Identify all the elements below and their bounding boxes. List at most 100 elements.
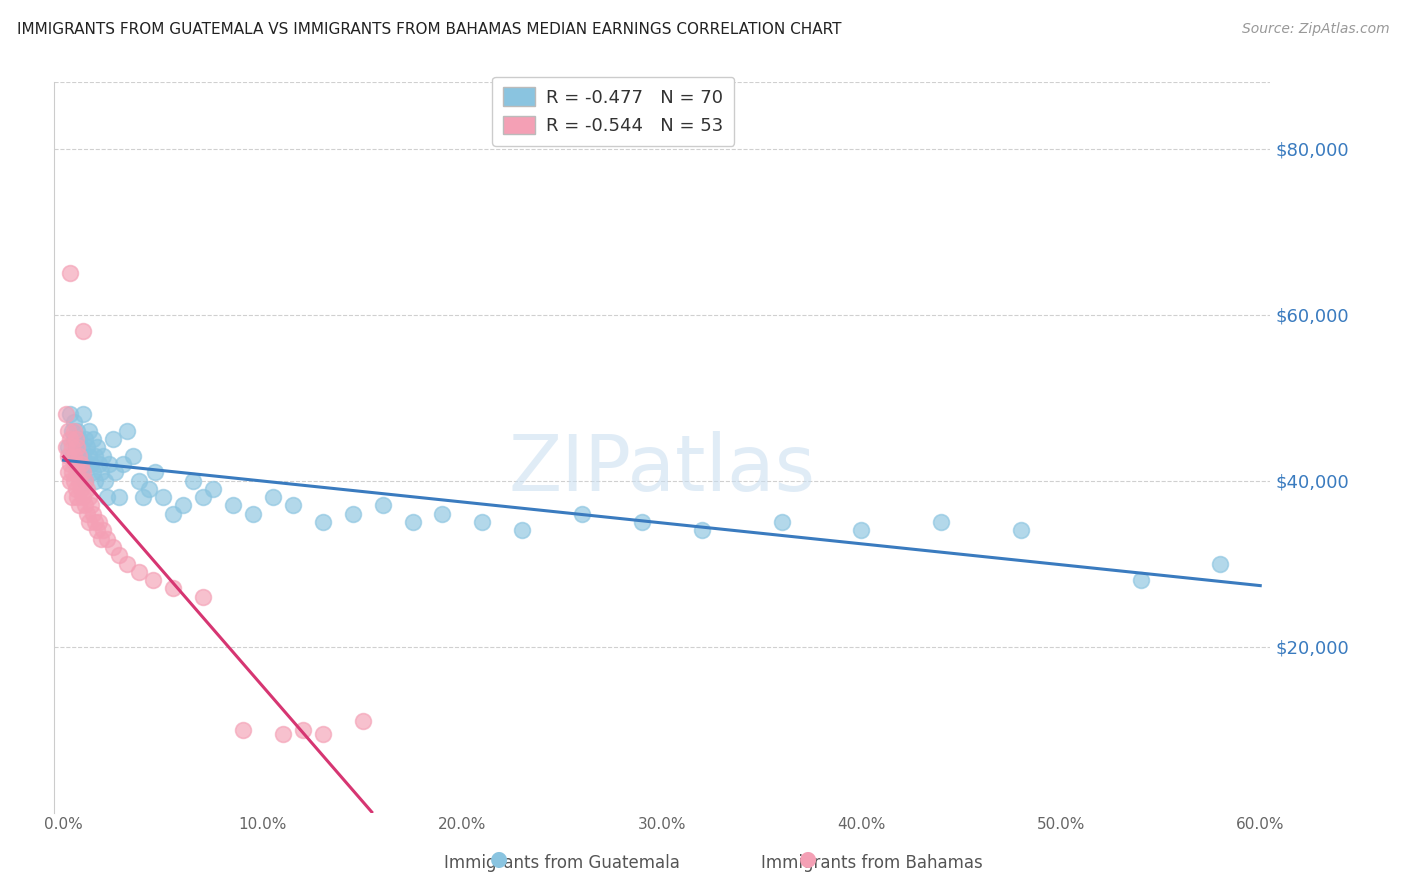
Point [117,424,139,438]
Point [222,499,245,513]
Point [66,449,89,463]
Point [55,407,77,421]
Point [128,565,150,579]
Point [104,465,127,479]
Point [108,490,131,504]
Point [65,457,87,471]
Point [162,507,184,521]
Point [79,449,101,463]
Point [108,548,131,562]
Point [56,424,79,438]
Point [112,457,135,471]
Point [79,490,101,504]
Point [82,432,104,446]
Point [93,449,115,463]
Point [132,490,155,504]
Point [66,424,89,438]
Point [70,457,93,471]
Point [66,441,89,455]
Point [62,424,84,438]
Point [312,515,335,529]
Point [138,482,160,496]
Point [851,524,873,538]
Point [65,482,87,496]
Point [232,723,254,737]
Point [631,515,654,529]
Text: ●: ● [800,849,817,869]
Point [70,465,93,479]
Point [191,590,214,604]
Point [58,432,80,446]
Point [55,441,77,455]
Point [90,532,112,546]
Point [76,507,98,521]
Point [70,482,93,496]
Point [93,524,115,538]
Point [191,490,214,504]
Point [152,490,174,504]
Point [103,432,125,446]
Point [96,490,118,504]
Text: Source: ZipAtlas.com: Source: ZipAtlas.com [1241,22,1389,37]
Point [82,465,104,479]
Point [60,490,83,504]
Point [84,515,107,529]
Point [69,474,91,488]
Point [76,441,98,455]
Point [262,490,284,504]
Text: ●: ● [491,849,508,869]
Point [79,424,101,438]
Point [86,441,108,455]
Point [172,499,194,513]
Point [72,324,94,338]
Point [143,465,166,479]
Point [72,407,94,421]
Point [72,465,94,479]
Point [60,424,83,438]
Point [98,457,121,471]
Point [66,490,89,504]
Point [75,474,97,488]
Point [72,449,94,463]
Point [770,515,793,529]
Point [117,557,139,571]
Point [76,457,98,471]
Text: Immigrants from Guatemala: Immigrants from Guatemala [444,855,681,872]
Point [162,582,184,596]
Point [79,515,101,529]
Point [281,499,304,513]
Point [58,266,80,280]
Point [89,515,111,529]
Point [84,449,107,463]
Text: Immigrants from Bahamas: Immigrants from Bahamas [761,855,983,872]
Point [75,499,97,513]
Point [72,490,94,504]
Point [371,499,394,513]
Point [1209,557,1232,571]
Point [76,482,98,496]
Point [432,507,454,521]
Point [56,449,79,463]
Point [62,432,84,446]
Point [352,714,374,729]
Point [128,474,150,488]
Point [69,499,91,513]
Point [571,507,593,521]
Point [75,432,97,446]
Text: IMMIGRANTS FROM GUATEMALA VS IMMIGRANTS FROM BAHAMAS MEDIAN EARNINGS CORRELATION: IMMIGRANTS FROM GUATEMALA VS IMMIGRANTS … [17,22,841,37]
Point [65,441,87,455]
Point [69,432,91,446]
Point [62,416,84,430]
Point [65,432,87,446]
Point [1010,524,1032,538]
Point [69,457,91,471]
Point [58,407,80,421]
Point [80,499,103,513]
Point [89,457,111,471]
Point [471,515,494,529]
Point [291,723,314,737]
Point [84,474,107,488]
Point [271,727,294,741]
Point [60,465,83,479]
Point [122,449,145,463]
